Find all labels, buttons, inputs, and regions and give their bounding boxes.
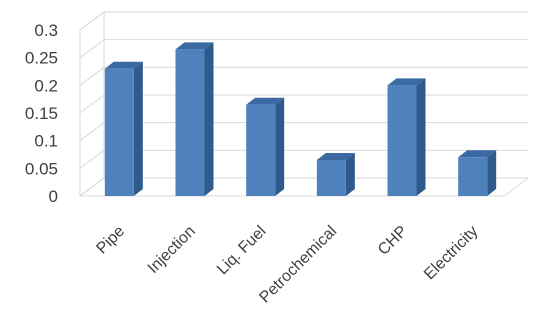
gridline: [79, 66, 528, 86]
bar-side: [204, 42, 214, 196]
bar-top: [316, 153, 355, 161]
bar-top: [104, 61, 143, 69]
y-axis: 0 0.05 0.1 0.15 0.2 0.25 0.3: [25, 21, 58, 206]
bar-top: [246, 97, 285, 105]
bar-side: [133, 61, 143, 196]
bar: [316, 153, 355, 196]
bar: [104, 61, 143, 196]
bar-side: [487, 150, 497, 196]
y-tick-label: 0.25: [25, 49, 58, 68]
bar-top: [458, 150, 497, 158]
bar-top: [387, 78, 426, 86]
gridline: [79, 177, 528, 197]
bar: [246, 97, 285, 196]
x-category-label: CHP: [375, 223, 411, 259]
x-category-label: Injection: [145, 223, 199, 277]
x-category-label: Liq. Fuel: [214, 223, 269, 278]
gridline: [79, 149, 528, 169]
gridline: [79, 39, 528, 59]
y-tick-label: 0.3: [34, 21, 58, 40]
y-tick-label: 0.2: [34, 76, 58, 95]
bar: [387, 78, 426, 196]
bar: [175, 42, 214, 196]
bar-side: [275, 97, 285, 196]
gridline: [79, 94, 528, 114]
bar-top: [175, 42, 214, 50]
bar: [458, 150, 497, 196]
bar-front: [316, 160, 346, 196]
gridlines: [79, 11, 528, 197]
y-tick-label: 0.15: [25, 104, 58, 123]
bar-front: [246, 104, 276, 196]
bar-side: [345, 153, 355, 196]
gridline: [79, 122, 528, 142]
x-category-label: Pipe: [93, 223, 128, 258]
bar-front: [175, 49, 205, 196]
y-tick-label: 0.05: [25, 159, 58, 178]
bar-front: [104, 68, 134, 196]
y-tick-label: 0: [49, 187, 58, 206]
bar-front: [387, 85, 417, 196]
y-tick-label: 0.1: [34, 132, 58, 151]
x-category-label: Petrochemical: [256, 223, 340, 307]
x-category-label: Electricity: [421, 223, 481, 283]
bar-front: [458, 157, 488, 196]
bar-side: [416, 78, 426, 196]
bars: [104, 42, 497, 196]
gridline: [79, 11, 528, 31]
